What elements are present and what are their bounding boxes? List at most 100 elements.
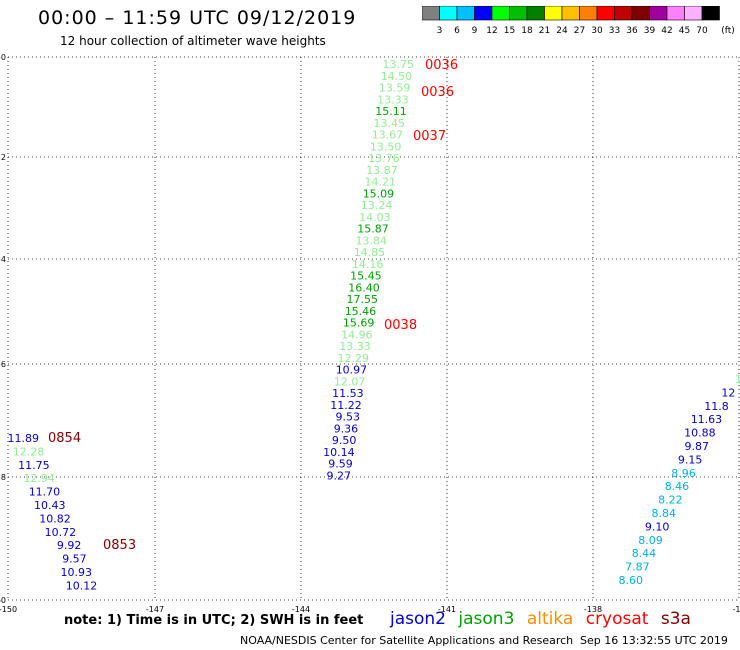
wave-height-label: 9.87 [685,440,710,453]
wave-height-label: 15.11 [375,105,407,118]
legend-tick-label: 24 [556,26,568,36]
generated-timestamp: Sep 16 13:32:55 UTC 2019 [580,634,728,647]
overpass-time-label: 0853 [103,538,136,553]
wave-height-label: 13.84 [356,234,388,247]
wave-height-label: 14.03 [359,211,391,224]
wave-height-label: 13.76 [368,152,400,165]
longitude-tick-label: -138 [584,605,602,614]
satellite-altika: altika [526,609,574,629]
legend-tick-label: 27 [574,26,585,36]
wave-height-label: 14.85 [354,246,386,259]
legend-tick-label: 3 [437,26,443,36]
wave-height-label: 16.40 [348,281,380,294]
satellite-s3a: s3a [660,609,691,629]
wave-height-label: 12.29 [338,352,370,365]
wave-height-label: 9.10 [645,520,670,533]
credit-line: NOAA/NESDIS Center for Satellite Applica… [240,634,574,647]
wave-height-label: 11.8 [704,400,729,413]
wave-height-label: 10.43 [34,499,66,512]
wave-height-label: 13.33 [339,340,371,353]
footer-note: note: 1) Time is in UTC; 2) SWH is in fe… [64,613,364,628]
wave-height-label: 1 [735,373,740,386]
wave-height-label: 12 [721,386,735,399]
longitude-tick-label: -13 [732,605,740,614]
wave-height-label: 9.15 [678,453,703,466]
wave-height-label: 9.27 [327,469,352,482]
wave-height-label: 11.63 [691,413,723,426]
wave-height-label: 14.96 [341,328,373,341]
legend-tick-label: 33 [609,26,620,36]
wave-height-label: 13.87 [366,164,398,177]
wave-height-label: 14.21 [365,176,397,189]
wave-height-label: 12.94 [23,472,55,485]
wave-height-label: 11.70 [29,486,61,499]
longitude-tick-label: -147 [146,605,164,614]
wave-height-label: 17.55 [347,293,379,306]
overpass-time-label: 0037 [413,129,446,144]
longitude-tick-label: -144 [292,605,310,614]
wave-height-label: 11.89 [8,432,40,445]
wave-height-label: 10.72 [45,526,77,539]
wave-height-label: 14.16 [352,258,384,271]
wave-height-label: 8.09 [638,534,663,547]
wave-height-label: 13.33 [377,93,409,106]
legend-tick-label: 42 [661,26,672,36]
wave-height-label: 10.14 [323,446,355,459]
latitude-tick-label: -50 [0,53,6,62]
overpass-time-label: 0036 [425,58,458,73]
legend-tick-label: 18 [521,26,533,36]
overpass-time-label: 0036 [421,85,454,100]
wave-height-label: 13.45 [374,117,406,130]
satellite-jason2: jason2 [390,609,446,629]
wave-height-label: 8.96 [671,467,696,480]
wave-height-label: 10.88 [684,427,716,440]
legend-tick-label: 70 [696,26,708,36]
latitude-tick-label: -56 [0,360,6,369]
legend-tick-label: 6 [454,26,460,36]
latitude-tick-label: -60 [0,596,6,605]
latitude-tick-label: -58 [0,473,6,482]
wave-height-label: 13.50 [370,140,402,153]
wave-height-label: 12.07 [334,375,366,388]
wave-height-label: 13.59 [379,82,411,95]
wave-height-label: 10.97 [336,364,368,377]
legend-tick-label: 9 [472,26,478,36]
wave-height-label: 14.50 [381,70,413,83]
longitude-tick-label: -141 [438,605,456,614]
color-legend: 3 6 9 12 15 18 21 24 27 30 33 36 39 42 45 70 (ft) [422,6,735,36]
wave-height-label: 13.24 [361,199,393,212]
wave-height-label: 13.67 [372,129,404,142]
wave-height-label: 11.75 [18,459,50,472]
wave-height-label: 8.60 [619,574,644,587]
wave-height-label: 11.22 [330,399,362,412]
legend-tick-label: 12 [486,26,497,36]
wave-height-label: 15.46 [345,305,377,318]
wave-height-label: 9.59 [328,458,353,471]
wave-height-label: 15.09 [363,187,395,200]
wave-height-label: 7.87 [625,561,650,574]
wave-height-label: 10.82 [39,512,71,525]
page-subtitle: 12 hour collection of altimeter wave hei… [60,34,326,48]
satellite-jason3: jason3 [458,609,515,629]
longitude-tick-label: -150 [0,605,17,614]
satellite-cryosat: cryosat [585,609,649,629]
wave-height-label: 10.93 [61,566,93,579]
wave-height-label: 11.53 [332,387,364,400]
wave-height-label: 15.45 [350,270,382,283]
wave-height-label: 9.92 [57,539,82,552]
overpass-time-label: 0854 [48,431,81,446]
wave-height-label: 9.50 [332,434,357,447]
overpass-time-label: 0038 [384,318,417,333]
legend-tick-label: 39 [644,26,656,36]
wave-height-label: 8.44 [632,547,657,560]
wave-height-label: 15.87 [357,223,389,236]
latitude-tick-label: -52 [0,153,6,162]
legend-unit-label: (ft) [721,26,735,36]
wave-height-label: 9.36 [334,422,359,435]
wave-height-label: 9.57 [62,553,87,566]
legend-tick-label: 36 [626,26,638,36]
wave-height-label: 12.28 [13,445,45,458]
legend-swatch [701,6,720,21]
satellite-legend: jason2 jason3 altika cryosat s3a [390,609,698,629]
